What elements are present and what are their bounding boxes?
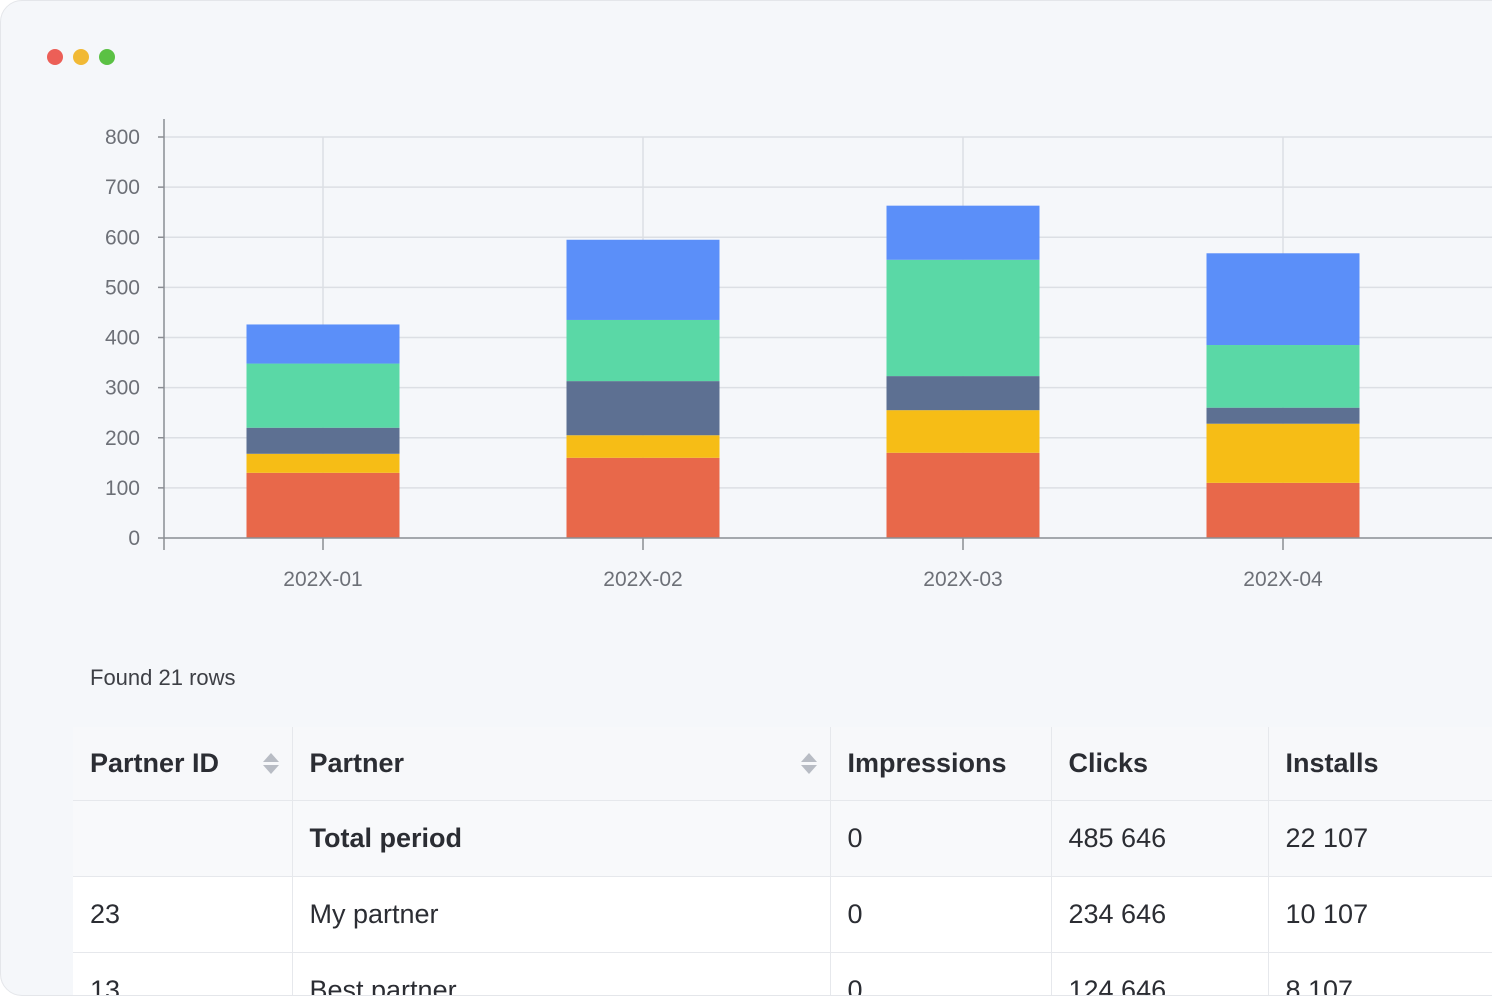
total-label: Total period bbox=[292, 800, 831, 877]
bar-segment bbox=[246, 427, 400, 454]
bar-segment bbox=[566, 239, 720, 320]
column-header-label: Partner bbox=[309, 748, 405, 778]
minimize-window-button[interactable] bbox=[73, 49, 89, 65]
total-partner-id bbox=[73, 800, 293, 877]
total-impressions: 0 bbox=[830, 800, 1052, 877]
total-installs: 22 107 bbox=[1268, 800, 1492, 877]
bar-segment bbox=[1206, 407, 1360, 424]
y-tick-label: 700 bbox=[105, 176, 140, 199]
bar-segment bbox=[886, 259, 1040, 377]
bar-segment bbox=[886, 452, 1040, 538]
window-controls bbox=[47, 49, 115, 65]
bar-segment bbox=[566, 381, 720, 436]
impressions-cell: 0 bbox=[830, 952, 1052, 995]
stacked-bar-chart: 0 100 200 300 400 500 600 700 800 202X-01 202X-02 2… bbox=[105, 119, 1492, 591]
y-tick-label: 400 bbox=[105, 327, 140, 350]
sort-icon[interactable] bbox=[262, 753, 279, 774]
y-tick-label: 100 bbox=[105, 477, 140, 500]
bar-segment bbox=[246, 453, 400, 473]
clicks-cell: 124 646 bbox=[1051, 952, 1269, 995]
partner-id-cell: 13 bbox=[73, 952, 293, 995]
partner-stats-table: Partner ID Partner Impressions Clicks In… bbox=[73, 727, 1492, 995]
column-header-partner-id[interactable]: Partner ID bbox=[73, 727, 293, 801]
column-header-partner[interactable]: Partner bbox=[292, 727, 831, 801]
column-header-installs: Installs bbox=[1268, 727, 1492, 801]
x-tick-label: 202X-01 bbox=[283, 568, 362, 591]
table-header-row: Partner ID Partner Impressions Clicks In… bbox=[73, 727, 1492, 801]
bar-segment bbox=[566, 435, 720, 458]
zoom-window-button[interactable] bbox=[99, 49, 115, 65]
y-tick-label: 0 bbox=[128, 527, 140, 550]
column-header-clicks: Clicks bbox=[1051, 727, 1269, 801]
x-tick-label: 202X-02 bbox=[603, 568, 682, 591]
table-row[interactable]: 13 Best partner 0 124 646 8 107 bbox=[73, 952, 1492, 995]
bar-segment bbox=[1206, 345, 1360, 408]
x-tick-label: 202X-04 bbox=[1243, 568, 1323, 591]
rows-found-count: Found 21 rows bbox=[90, 665, 236, 690]
x-tick-label: 202X-03 bbox=[923, 568, 1002, 591]
y-tick-label: 600 bbox=[105, 226, 140, 249]
close-window-button[interactable] bbox=[47, 49, 63, 65]
partner-name-cell: My partner bbox=[292, 876, 831, 953]
table-row[interactable]: 23 My partner 0 234 646 10 107 bbox=[73, 876, 1492, 953]
bar-segment bbox=[566, 319, 720, 382]
bar-segment bbox=[1206, 253, 1360, 346]
bar-segment bbox=[1206, 482, 1360, 538]
total-clicks: 485 646 bbox=[1051, 800, 1269, 877]
bar-segment bbox=[886, 205, 1040, 260]
bar-segment bbox=[246, 324, 400, 364]
bar-segment bbox=[886, 376, 1040, 411]
bar-segment bbox=[566, 457, 720, 538]
clicks-cell: 234 646 bbox=[1051, 876, 1269, 953]
bar-segment bbox=[886, 410, 1040, 453]
y-tick-label: 300 bbox=[105, 377, 140, 400]
column-header-label: Partner ID bbox=[90, 748, 220, 778]
y-tick-label: 500 bbox=[105, 276, 140, 299]
bar-segment bbox=[246, 472, 400, 538]
installs-cell: 8 107 bbox=[1268, 952, 1492, 995]
y-tick-label: 200 bbox=[105, 427, 140, 450]
partner-name-cell: Best partner bbox=[292, 952, 831, 995]
bar-segment bbox=[246, 363, 400, 428]
total-row: Total period 0 485 646 22 107 bbox=[73, 800, 1492, 877]
column-header-impressions: Impressions bbox=[830, 727, 1052, 801]
sort-icon[interactable] bbox=[800, 753, 817, 774]
bar-segment bbox=[1206, 423, 1360, 483]
y-tick-label: 800 bbox=[105, 126, 140, 149]
impressions-cell: 0 bbox=[830, 876, 1052, 953]
partner-id-cell: 23 bbox=[73, 876, 293, 953]
installs-cell: 10 107 bbox=[1268, 876, 1492, 953]
